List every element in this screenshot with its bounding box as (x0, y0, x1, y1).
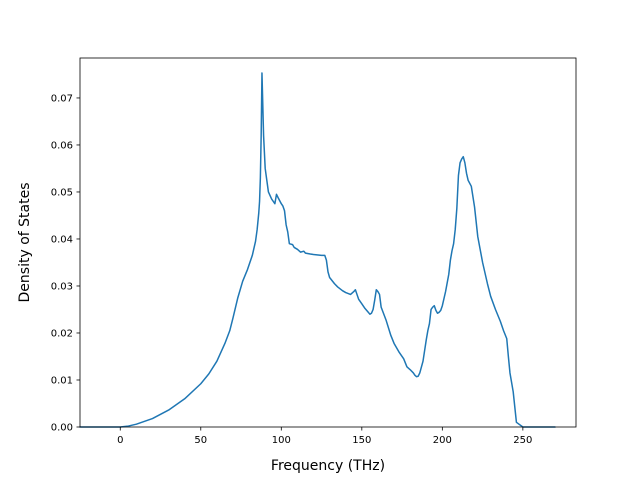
x-axis-ticks: 0 50 100 150 200 250 (117, 427, 532, 446)
y-tick-label: 0.05 (51, 187, 73, 198)
dos-series-line (79, 72, 556, 428)
axes-background (80, 58, 576, 427)
y-tick-label: 0.06 (51, 140, 73, 151)
x-axis-label: Frequency (THz) (271, 458, 385, 474)
x-tick-label: 200 (433, 435, 452, 446)
y-tick-label: 0.03 (51, 281, 73, 292)
axes-frame (79, 57, 577, 428)
x-tick-label: 50 (194, 435, 207, 446)
y-tick-label: 0.01 (51, 375, 73, 386)
y-tick-label: 0.04 (51, 234, 73, 245)
y-tick-label: 0.02 (51, 328, 73, 339)
x-tick-label: 100 (272, 435, 291, 446)
plot-area (79, 57, 577, 428)
y-axis-ticks: 0.00 0.01 0.02 0.03 0.04 0.05 0.06 0.07 (51, 93, 80, 434)
y-tick-label: 0.07 (51, 93, 73, 104)
x-tick-label: 250 (513, 435, 532, 446)
x-tick-label: 0 (117, 435, 123, 446)
y-tick-label: 0.00 (51, 423, 73, 434)
x-tick-label: 150 (352, 435, 371, 446)
y-axis-label: Density of States (17, 183, 33, 303)
